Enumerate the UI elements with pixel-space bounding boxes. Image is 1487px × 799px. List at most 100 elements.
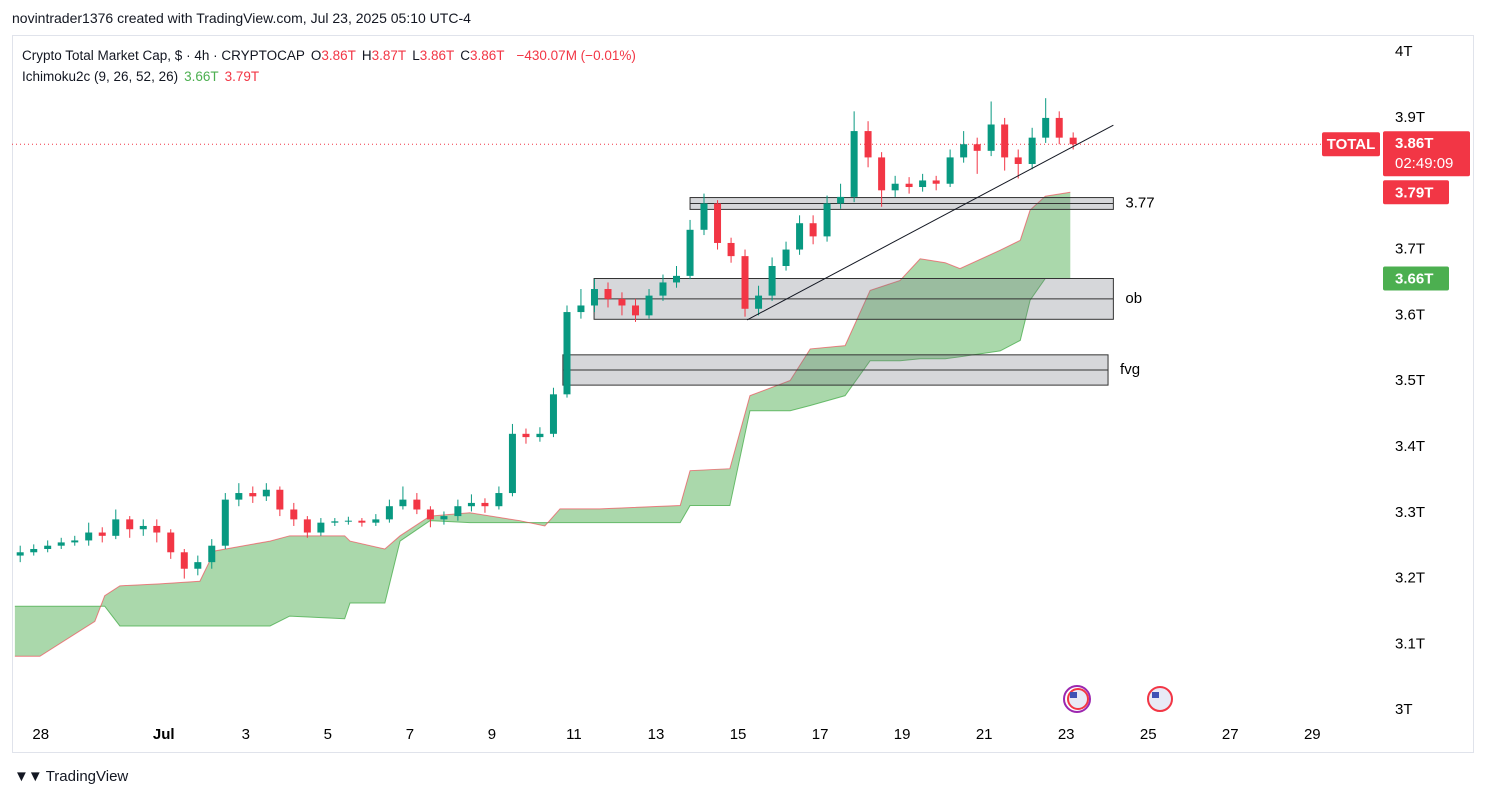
y-tick-label: 3.4T <box>1395 438 1425 455</box>
ohlc-value: 3.86T <box>321 48 356 63</box>
candle-body <box>167 532 175 553</box>
y-tick-label: 3.3T <box>1395 504 1425 521</box>
event-icons <box>1063 685 1173 713</box>
candle-body <box>71 540 79 543</box>
trendline <box>746 124 1114 321</box>
x-tick-label: 11 <box>566 726 582 743</box>
candle-body <box>317 522 325 533</box>
candle-body <box>1042 117 1050 138</box>
candle-body <box>919 180 927 188</box>
candle-body <box>1055 117 1063 138</box>
candle-body <box>495 493 503 507</box>
x-tick-label: 15 <box>730 726 747 743</box>
symbol-pill <box>1322 132 1380 157</box>
x-tick-label: 27 <box>1222 726 1239 743</box>
candle-body <box>440 516 448 520</box>
candle-body <box>700 203 708 230</box>
candle-body <box>139 525 147 530</box>
candle-body <box>604 289 612 299</box>
brand: TradingView <box>45 768 129 785</box>
zone-label: ob <box>1125 290 1142 307</box>
candle-body <box>385 506 393 520</box>
plot-area: 3.77 ob fvg <box>12 98 1380 657</box>
candle-body <box>823 203 831 237</box>
candle-body <box>126 519 134 530</box>
y-tick-label: 3.1T <box>1395 635 1425 652</box>
candle-body <box>618 298 626 306</box>
candle-body <box>864 131 872 158</box>
x-tick-label: 5 <box>324 726 332 743</box>
price-label: 3.86T <box>1395 135 1433 152</box>
candle-body <box>249 493 257 497</box>
candle-body <box>536 433 544 438</box>
indicator-value: 3.66T <box>184 69 219 84</box>
legend-change: −430.07M (−0.01%) <box>516 48 636 63</box>
legend-title: Crypto Total Market Cap, $ · 4h · CRYPTO… <box>22 48 305 63</box>
candle-body <box>235 493 243 500</box>
candle-body <box>837 196 845 204</box>
candle-body <box>208 545 216 563</box>
y-tick-label: 4T <box>1395 43 1413 60</box>
candle-body <box>112 519 120 536</box>
credit: novintrader1376 created with TradingView… <box>12 10 471 26</box>
candle-body <box>454 506 462 517</box>
candle-body <box>194 562 202 569</box>
x-tick-label: 17 <box>812 726 829 743</box>
x-tick-label: 25 <box>1140 726 1157 743</box>
candle-body <box>878 157 886 191</box>
candle-body <box>344 520 352 522</box>
y-tick-label: 3.9T <box>1395 109 1425 126</box>
candle-body <box>714 203 722 243</box>
candle-body <box>276 489 284 510</box>
candle-body <box>755 295 763 309</box>
ohlc-value: 3.86T <box>419 48 455 63</box>
axes: 3T 3.1T 3.2T 3.3T 3.4T 3.5T 3.6T 3.7T 3.9T 4T 28 Ju… <box>32 43 1470 743</box>
candle-body <box>522 433 530 438</box>
indicator-value: 3.79T <box>224 69 260 84</box>
candle-body <box>659 282 667 296</box>
candle-body <box>1069 137 1077 145</box>
candle-body <box>590 289 598 306</box>
y-tick-label: 3T <box>1395 701 1413 718</box>
x-tick-label: 7 <box>406 726 414 743</box>
event-icon[interactable] <box>1147 686 1173 712</box>
x-tick-label: 28 <box>32 726 49 743</box>
ohlc-key: O <box>310 48 322 63</box>
candle-body <box>960 144 968 158</box>
candle-body <box>850 131 858 197</box>
candle-body <box>673 275 681 283</box>
candle-body <box>16 552 24 556</box>
legend: Crypto Total Market Cap, $ · 4h · CRYPTO… <box>22 45 642 87</box>
ohlc-value: 3.86T <box>469 48 505 63</box>
countdown: 02:49:09 <box>1395 155 1453 172</box>
candle-body <box>631 305 639 316</box>
candle-body <box>221 499 229 546</box>
flag-canton <box>1070 692 1077 698</box>
candle-body <box>372 519 380 523</box>
candle-body <box>796 223 804 250</box>
ohlc-key: C <box>460 48 470 63</box>
x-tick-label: 9 <box>488 726 496 743</box>
x-tick-label: 19 <box>894 726 911 743</box>
ohlc-key: L <box>412 48 420 63</box>
ohlc-value: 3.87T <box>371 48 407 63</box>
ichimoku-span <box>14 278 1071 627</box>
candle-body <box>413 499 421 510</box>
flag-canton <box>1152 692 1159 698</box>
candle-body <box>645 295 653 316</box>
legend-indicator: Ichimoku2c (9, 26, 52, 26) 3.66T 3.79T <box>22 66 642 87</box>
candle-body <box>426 509 434 520</box>
candle-body <box>905 183 913 188</box>
candle-body <box>98 532 106 536</box>
y-tick-label: 3.7T <box>1395 241 1425 258</box>
candle-body <box>30 548 38 553</box>
chart-frame <box>12 35 1474 753</box>
indicator-pill <box>1383 180 1449 205</box>
zone-label: fvg <box>1120 361 1140 378</box>
indicator-pill <box>1383 266 1449 291</box>
candle-body <box>987 124 995 151</box>
candle-body <box>44 545 52 549</box>
symbol-name: TOTAL <box>1327 136 1376 153</box>
candle-body <box>358 520 366 523</box>
